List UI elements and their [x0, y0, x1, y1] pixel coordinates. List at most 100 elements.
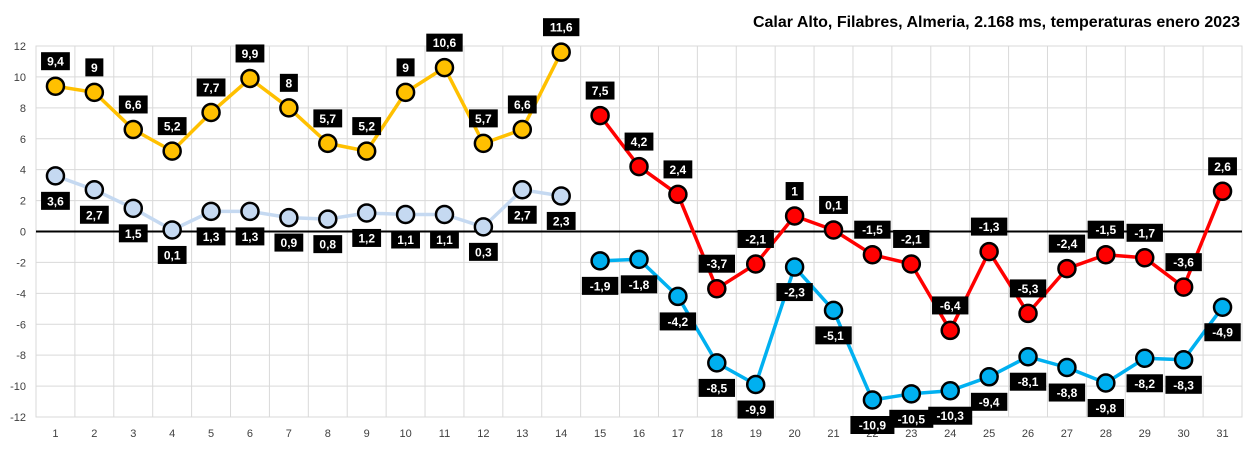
- x-tick-label: 28: [1100, 428, 1112, 440]
- x-tick-label: 23: [905, 428, 917, 440]
- x-tick-label: 4: [169, 428, 175, 440]
- x-tick-label: 27: [1061, 428, 1073, 440]
- data-label: 1,2: [352, 228, 382, 247]
- data-label-text: -2,3: [784, 286, 805, 300]
- y-tick-label: -2: [16, 257, 26, 269]
- y-tick-label: 8: [20, 103, 26, 115]
- data-label-box: [1208, 157, 1237, 176]
- data-point: [629, 249, 649, 270]
- data-label-text: -2,1: [901, 232, 922, 246]
- data-label: 4,2: [624, 132, 654, 151]
- data-label-box: [620, 275, 658, 294]
- data-point: [707, 353, 727, 373]
- data-label: 1,1: [391, 230, 420, 249]
- data-label-box: [546, 211, 576, 230]
- data-label: -1,7: [1126, 223, 1163, 242]
- data-point: [84, 82, 105, 103]
- x-axis-ticks: 1 2 3 4 5 6 7 8 9 10 11 12 13 14 15 16 17 18 19 20 21 22 23 24 2…: [52, 428, 1228, 440]
- x-tick-label: 2: [91, 428, 97, 440]
- x-tick-label: 13: [516, 428, 528, 440]
- data-label-box: [581, 276, 619, 295]
- data-label-box: [1204, 323, 1241, 342]
- data-label-text: -8,8: [1057, 386, 1078, 400]
- data-point: [1057, 258, 1077, 279]
- y-tick-label: 2: [20, 196, 26, 208]
- data-label-text: 2,7: [86, 208, 103, 222]
- data-label-text: 9,4: [47, 55, 64, 69]
- y-tick-label: -10: [10, 381, 26, 393]
- data-point: [707, 278, 727, 299]
- data-label-box: [889, 409, 934, 428]
- data-label-box: [196, 227, 226, 246]
- data-point: [201, 102, 221, 123]
- data-point: [279, 98, 299, 118]
- y-tick-label: -8: [16, 350, 26, 362]
- data-point: [473, 217, 494, 237]
- data-point: [668, 286, 688, 307]
- data-label: 9: [85, 58, 104, 77]
- data-label-box: [235, 44, 265, 63]
- data-label-box: [1048, 234, 1086, 253]
- data-label-text: 2,7: [514, 208, 531, 222]
- data-label: 8: [279, 73, 298, 92]
- data-label-text: 9: [91, 61, 98, 75]
- x-tick-label: 30: [1178, 428, 1190, 440]
- data-label-text: 0,1: [164, 248, 181, 262]
- data-label-box: [352, 228, 382, 247]
- data-label: -2,4: [1048, 234, 1086, 253]
- data-label: 7,5: [585, 81, 615, 100]
- y-tick-label: 12: [14, 41, 26, 53]
- data-label-text: 7,7: [203, 81, 220, 95]
- data-label-box: [698, 254, 736, 273]
- data-point: [551, 42, 571, 62]
- data-label-text: 5,2: [358, 120, 375, 134]
- data-label: 5,7: [313, 109, 343, 128]
- data-label: 6,6: [118, 95, 148, 114]
- data-point: [940, 380, 960, 401]
- data-point: [318, 133, 338, 154]
- data-point: [240, 68, 260, 89]
- data-label: -1,5: [1087, 220, 1125, 239]
- data-point: [901, 384, 922, 404]
- data-label-box: [1009, 279, 1047, 298]
- data-label-text: 6,6: [514, 98, 531, 112]
- data-label: 5,2: [157, 117, 187, 136]
- data-label: 0,1: [819, 195, 848, 214]
- data-label-text: -9,4: [979, 395, 1000, 409]
- data-label-text: -8,3: [1173, 378, 1194, 392]
- data-label: -3,6: [1165, 253, 1202, 272]
- data-label-text: 0,9: [281, 236, 298, 250]
- data-label-box: [313, 109, 343, 128]
- data-point: [240, 201, 260, 222]
- data-label-box: [85, 58, 104, 77]
- x-tick-label: 9: [364, 428, 370, 440]
- data-label-text: 1,1: [436, 233, 453, 247]
- data-label: -8,2: [1126, 374, 1163, 393]
- y-tick-label: -12: [10, 412, 26, 424]
- data-label-text: 1,3: [203, 230, 220, 244]
- x-tick-label: 14: [555, 428, 567, 440]
- data-point: [668, 184, 688, 205]
- data-label: 11,6: [542, 18, 580, 37]
- data-point: [1173, 277, 1194, 297]
- data-label-box: [624, 132, 654, 151]
- data-point: [434, 57, 455, 78]
- data-label: 5,7: [468, 109, 498, 128]
- data-label-box: [1126, 374, 1163, 393]
- y-tick-label: 10: [14, 72, 26, 84]
- data-label-box: [854, 220, 891, 239]
- data-point: [745, 254, 766, 274]
- data-label-text: -6,4: [940, 299, 961, 313]
- data-label: -9,8: [1087, 398, 1125, 417]
- x-tick-label: 1: [52, 428, 58, 440]
- data-label-box: [815, 326, 852, 345]
- data-label: 3,6: [41, 191, 70, 210]
- data-label-text: 11,6: [550, 21, 573, 35]
- data-label-text: 9: [402, 61, 409, 75]
- data-label-box: [737, 229, 774, 248]
- data-point: [162, 141, 182, 161]
- data-point: [45, 76, 66, 96]
- x-tick-label: 11: [439, 428, 450, 440]
- data-point: [551, 186, 571, 206]
